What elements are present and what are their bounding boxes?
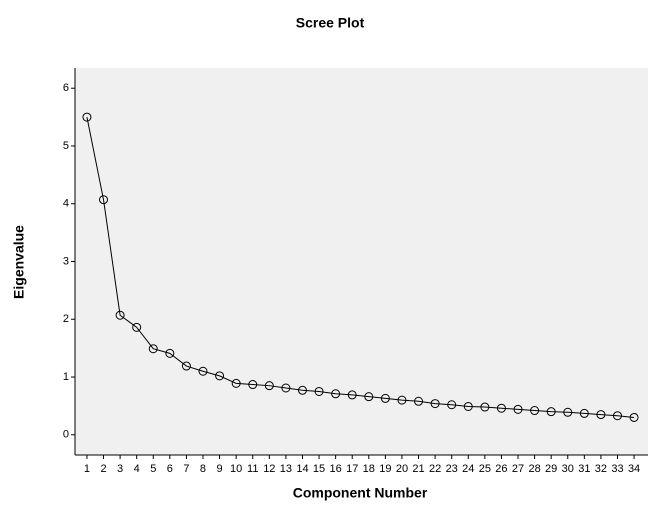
data-point xyxy=(82,112,92,122)
data-point xyxy=(148,344,158,354)
x-tick-label: 7 xyxy=(183,463,189,475)
series-line xyxy=(86,116,635,418)
y-tick-label: 5 xyxy=(63,140,69,152)
data-point xyxy=(331,389,341,399)
data-point xyxy=(132,322,142,332)
x-tick-label: 33 xyxy=(611,463,623,475)
x-tick-label: 12 xyxy=(263,463,275,475)
x-tick-label: 29 xyxy=(545,463,557,475)
data-point xyxy=(629,412,639,422)
x-tick-label: 9 xyxy=(217,463,223,475)
data-point xyxy=(530,406,540,416)
data-point xyxy=(215,371,225,381)
x-tick-label: 17 xyxy=(346,463,358,475)
data-point xyxy=(231,378,241,388)
x-tick-label: 28 xyxy=(528,463,540,475)
data-point xyxy=(596,410,606,420)
x-tick-label: 4 xyxy=(134,463,140,475)
x-tick-label: 23 xyxy=(446,463,458,475)
x-tick-label: 14 xyxy=(296,463,308,475)
data-point xyxy=(430,399,440,409)
y-tick-label: 2 xyxy=(63,313,69,325)
x-tick-label: 3 xyxy=(117,463,123,475)
data-point xyxy=(397,395,407,405)
x-tick-label: 30 xyxy=(562,463,574,475)
x-tick-label: 34 xyxy=(628,463,640,475)
x-tick-label: 32 xyxy=(595,463,607,475)
x-tick-label: 6 xyxy=(167,463,173,475)
x-tick-label: 25 xyxy=(479,463,491,475)
data-point xyxy=(380,393,390,403)
data-point xyxy=(563,407,573,417)
data-point xyxy=(264,381,274,391)
x-tick-label: 20 xyxy=(396,463,408,475)
data-point xyxy=(579,408,589,418)
data-point xyxy=(248,380,258,390)
data-point xyxy=(612,411,622,421)
data-point xyxy=(115,310,125,320)
plot-area xyxy=(75,68,648,455)
x-tick-label: 21 xyxy=(412,463,424,475)
x-tick-label: 10 xyxy=(230,463,242,475)
x-tick-label: 2 xyxy=(100,463,106,475)
x-tick-label: 26 xyxy=(495,463,507,475)
data-point xyxy=(463,401,473,411)
x-tick-label: 11 xyxy=(247,463,258,475)
x-tick-label: 5 xyxy=(150,463,156,475)
x-axis-title: Component Number xyxy=(293,485,428,501)
data-point xyxy=(314,386,324,396)
y-tick-label: 0 xyxy=(63,429,69,441)
data-point xyxy=(364,392,374,402)
data-point xyxy=(447,400,457,410)
data-point xyxy=(546,407,556,417)
data-point xyxy=(496,403,506,413)
data-point xyxy=(297,385,307,395)
data-point xyxy=(347,390,357,400)
x-tick-label: 19 xyxy=(379,463,391,475)
data-point xyxy=(181,361,191,371)
x-tick-label: 27 xyxy=(512,463,524,475)
y-tick-label: 4 xyxy=(63,198,69,210)
data-point xyxy=(513,404,523,414)
x-tick-label: 22 xyxy=(429,463,441,475)
x-tick-label: 8 xyxy=(200,463,206,475)
x-tick-label: 31 xyxy=(578,463,590,475)
data-point xyxy=(281,383,291,393)
y-axis-title: Eigenvalue xyxy=(11,225,27,299)
x-tick-label: 18 xyxy=(363,463,375,475)
data-point xyxy=(480,402,490,412)
x-tick-label: 1 xyxy=(84,463,90,475)
y-tick-label: 3 xyxy=(63,255,69,267)
y-tick-label: 1 xyxy=(63,371,69,383)
data-point xyxy=(165,348,175,358)
x-tick-label: 15 xyxy=(313,463,325,475)
y-tick-label: 6 xyxy=(63,82,69,94)
data-point xyxy=(99,195,109,205)
x-tick-label: 16 xyxy=(330,463,342,475)
chart-title: Scree Plot xyxy=(296,15,365,31)
x-tick-label: 13 xyxy=(280,463,292,475)
data-point xyxy=(198,366,208,376)
data-point xyxy=(414,396,424,406)
x-tick-label: 24 xyxy=(462,463,474,475)
